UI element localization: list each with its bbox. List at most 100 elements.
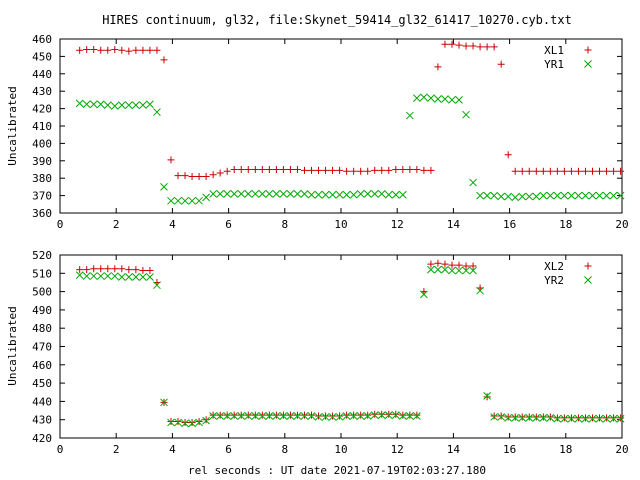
data-point-yr1 <box>405 111 414 120</box>
data-point-xl1 <box>462 42 470 50</box>
data-point-yr2 <box>188 419 196 428</box>
data-point-xl1 <box>216 169 224 177</box>
data-point-yr1 <box>532 192 541 201</box>
data-point-xl2 <box>483 393 491 401</box>
data-point-xl1 <box>617 167 625 175</box>
data-point-yr1 <box>167 196 175 205</box>
data-point-yr2 <box>230 412 239 420</box>
data-point-xl2 <box>125 266 133 274</box>
data-point-yr2 <box>370 411 379 419</box>
data-point-yr1 <box>244 190 253 198</box>
data-point-xl1 <box>139 46 147 54</box>
data-point-xl2 <box>371 410 379 418</box>
data-point-yr2 <box>504 414 513 422</box>
data-point-yr2 <box>349 412 358 420</box>
y-tick-label: 400 <box>32 137 52 150</box>
data-point-xl1 <box>146 46 154 54</box>
data-point-yr1 <box>356 190 365 198</box>
data-point-yr1 <box>307 190 316 199</box>
data-point-xl1 <box>364 167 372 175</box>
data-point-xl2 <box>132 266 140 274</box>
data-point-yr1 <box>314 190 323 199</box>
series-xl1 <box>76 40 625 180</box>
data-point-xl1 <box>357 167 365 175</box>
data-point-yr2 <box>209 412 217 420</box>
x-tick-label: 4 <box>169 218 176 231</box>
data-point-xl1 <box>567 167 575 175</box>
data-point-yr2 <box>525 414 534 422</box>
data-point-yr1 <box>420 93 428 102</box>
data-point-yr2 <box>391 411 400 419</box>
y-tick-label: 440 <box>32 395 52 408</box>
data-point-xl2 <box>364 411 372 419</box>
data-point-xl2 <box>357 411 365 419</box>
top-panel: 0 2 4 6 8 10 12 14 16 18 20 360 370 380 390 400 410 420 43… <box>6 33 629 231</box>
data-point-xl1 <box>406 166 414 173</box>
data-point-xl2 <box>378 410 386 418</box>
data-point-xl1 <box>125 47 133 55</box>
legend-marker-yr2 <box>584 276 592 284</box>
data-point-yr1 <box>265 190 274 198</box>
data-point-yr1 <box>546 191 555 200</box>
data-point-xl2 <box>574 414 582 422</box>
data-point-xl2 <box>202 416 210 424</box>
data-point-yr1 <box>195 196 203 205</box>
data-point-xl2 <box>111 265 119 273</box>
data-point-xl1 <box>97 46 105 54</box>
x-tick-label: 6 <box>225 218 232 231</box>
data-point-yr1 <box>209 190 217 198</box>
data-point-yr2 <box>167 418 175 427</box>
data-point-xl2 <box>525 413 533 421</box>
data-point-xl2 <box>596 414 604 422</box>
data-point-yr1 <box>497 192 506 201</box>
data-point-yr1 <box>188 196 196 205</box>
y-tick-label: 410 <box>32 120 52 133</box>
data-point-xl1 <box>315 166 323 174</box>
data-point-yr1 <box>230 190 239 198</box>
data-point-yr1 <box>462 110 470 119</box>
data-point-xl1 <box>392 166 400 173</box>
data-point-xl1 <box>476 43 484 51</box>
data-point-yr2 <box>553 414 562 423</box>
data-point-yr2 <box>96 272 105 280</box>
data-point-yr2 <box>427 265 435 274</box>
data-point-xl1 <box>111 45 119 53</box>
y-tick-label: 470 <box>32 341 52 354</box>
data-point-yr1 <box>82 100 91 109</box>
data-point-xl2 <box>167 418 175 426</box>
data-point-xl1 <box>244 166 252 173</box>
data-point-yr1 <box>139 101 147 109</box>
data-point-xl1 <box>153 46 161 54</box>
legend-marker-xl1 <box>584 46 592 54</box>
data-point-xl1 <box>237 166 245 173</box>
data-point-yr2 <box>588 414 597 423</box>
x-tick-label: 16 <box>503 443 516 456</box>
data-point-yr2 <box>82 272 91 280</box>
y-tick-label: 360 <box>32 207 52 220</box>
data-point-xl2 <box>553 414 561 422</box>
data-point-yr1 <box>124 101 133 109</box>
data-point-yr2 <box>314 413 323 421</box>
data-point-yr2 <box>560 414 569 423</box>
data-point-yr2 <box>532 414 541 422</box>
data-point-yr2 <box>574 414 583 423</box>
data-point-xl1 <box>300 166 308 174</box>
y-tick-label: 370 <box>32 190 52 203</box>
data-point-xl1 <box>420 166 428 174</box>
data-point-yr1 <box>286 190 295 198</box>
data-point-yr2 <box>328 413 337 421</box>
data-point-xl1 <box>574 167 582 175</box>
data-point-xl2 <box>603 414 611 422</box>
data-point-xl2 <box>518 413 526 421</box>
data-point-xl2 <box>181 418 189 426</box>
data-point-yr2 <box>455 266 463 275</box>
data-point-yr2 <box>237 412 246 420</box>
data-point-yr2 <box>609 414 618 423</box>
data-point-xl1 <box>399 166 407 173</box>
x-tick-label: 2 <box>113 218 120 231</box>
data-point-yr2 <box>139 273 147 281</box>
data-point-yr2 <box>132 273 140 281</box>
data-point-yr2 <box>300 412 309 420</box>
data-point-xl2 <box>244 411 252 419</box>
x-tick-label: 18 <box>559 218 572 231</box>
